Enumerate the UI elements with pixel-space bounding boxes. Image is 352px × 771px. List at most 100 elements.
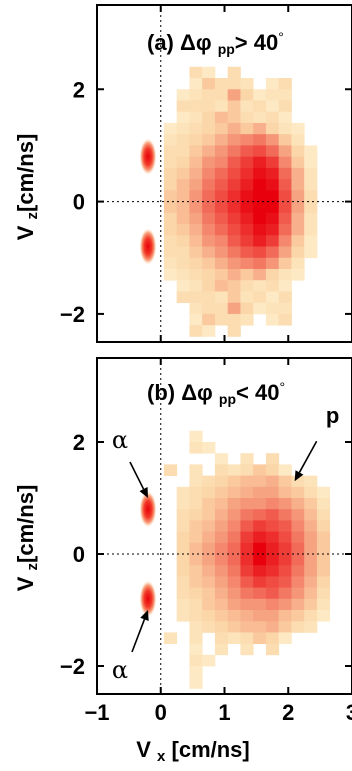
heatmap-cell (202, 475, 216, 488)
panel-b-ylabel: V z[cm/ns] (13, 485, 41, 592)
heatmap-cell (253, 464, 267, 476)
heatmap-cell (278, 498, 292, 510)
heatmap-cell (202, 224, 216, 236)
heatmap-cell (214, 78, 229, 90)
heatmap-cell (240, 280, 254, 292)
xlabel-subscript: x (157, 748, 166, 765)
heatmap-cell (253, 224, 267, 236)
panel-b-frame (96, 357, 352, 695)
heatmap-cell (291, 122, 305, 135)
heatmap-cell (240, 89, 254, 101)
heatmap-cell (176, 224, 190, 236)
heatmap-cell (227, 212, 241, 225)
heatmap-cell (202, 565, 216, 577)
heatmap-cell (176, 280, 190, 292)
heatmap-cell (227, 621, 241, 633)
heatmap-cell (176, 179, 190, 191)
heatmap-cell (227, 201, 241, 214)
heatmap-cell (240, 156, 254, 169)
x-tick-label: 1 (218, 700, 230, 725)
heatmap-cell (304, 576, 318, 588)
y-tick-label: −2 (60, 302, 85, 327)
heatmap-cell (253, 632, 267, 644)
title-subscript-pp: pp (219, 391, 236, 407)
heatmap-cell (278, 257, 292, 270)
heatmap-cell (202, 542, 216, 555)
panel-b-annotations: p α α (112, 403, 339, 684)
alpha-particle-blob (139, 138, 157, 176)
heatmap-cell (176, 212, 190, 225)
heatmap-cell (253, 291, 267, 304)
heatmap-cell (189, 498, 203, 510)
heatmap-cell (189, 430, 203, 443)
heatmap-cell (214, 100, 229, 113)
heatmap-cell (253, 134, 267, 146)
heatmap-cell (202, 179, 216, 191)
heatmap-cell (265, 156, 280, 169)
heatmap-cell (227, 78, 241, 90)
heatmap-cell (214, 179, 229, 191)
heatmap-cell (253, 179, 267, 191)
heatmap-cell (214, 89, 229, 101)
heatmap-cell (278, 145, 292, 158)
heatmap-cell (227, 111, 241, 124)
heatmap-cell (227, 268, 241, 281)
heatmap-cell (214, 643, 229, 656)
heatmap-cell (214, 167, 229, 180)
heatmap-cell (202, 442, 216, 454)
panel-b-ticks: −2 0 2 −1 0 1 2 3 (60, 358, 352, 725)
heatmap-cell (278, 134, 292, 146)
heatmap-cell (227, 498, 241, 510)
x-tick-label: 2 (282, 700, 294, 725)
heatmap-cell (227, 486, 241, 499)
heatmap-cell (240, 268, 254, 281)
panel-b-cells (163, 430, 331, 689)
heatmap-cell (253, 201, 267, 214)
heatmap-cell (265, 280, 280, 292)
heatmap-cell (202, 257, 216, 270)
heatmap-cell (265, 554, 280, 566)
heatmap-cell (202, 520, 216, 532)
heatmap-cell (189, 531, 203, 544)
heatmap-cell (240, 509, 254, 521)
panel-a-title-text: (a) Δφ (147, 30, 212, 55)
y-tick-label: 2 (73, 77, 85, 102)
heatmap-cell (214, 621, 229, 633)
heatmap-cell (202, 610, 216, 622)
heatmap-cell (253, 576, 267, 588)
heatmap-cell (240, 291, 254, 304)
heatmap-cell (214, 280, 229, 292)
heatmap-cell (291, 212, 305, 225)
panel-b-ylabel-text: V (13, 576, 38, 591)
heatmap-cell (189, 179, 203, 191)
heatmap-cell (265, 145, 280, 158)
heatmap-cell (189, 246, 203, 259)
ylabel-units: [cm/ns] (13, 485, 38, 563)
heatmap-cell (253, 246, 267, 259)
alpha-particle-blob (139, 490, 157, 528)
heatmap-cell (253, 212, 267, 225)
heatmap-cell (189, 291, 203, 304)
heatmap-cell (227, 542, 241, 555)
heatmap-cell (265, 235, 280, 247)
heatmap-cell (189, 280, 203, 292)
annotation-arrow-shaft (129, 461, 145, 490)
heatmap-cell (278, 100, 292, 113)
heatmap-cell (304, 179, 318, 191)
heatmap-cell (202, 66, 216, 79)
heatmap-cell (316, 587, 331, 600)
heatmap-cell (278, 246, 292, 259)
heatmap-cell (240, 201, 254, 214)
heatmap-cell (278, 268, 292, 281)
heatmap-cell (163, 632, 178, 644)
heatmap-cell (253, 156, 267, 169)
heatmap-cell (189, 111, 203, 124)
annotation-arrow-head (140, 610, 149, 621)
heatmap-cell (304, 475, 318, 488)
heatmap-cell (316, 554, 331, 566)
ylabel-units: [cm/ns] (13, 134, 38, 212)
heatmap-cell (253, 190, 267, 202)
title-degree: ° (279, 379, 285, 395)
heatmap-cell (240, 257, 254, 270)
heatmap-cell (214, 610, 229, 622)
